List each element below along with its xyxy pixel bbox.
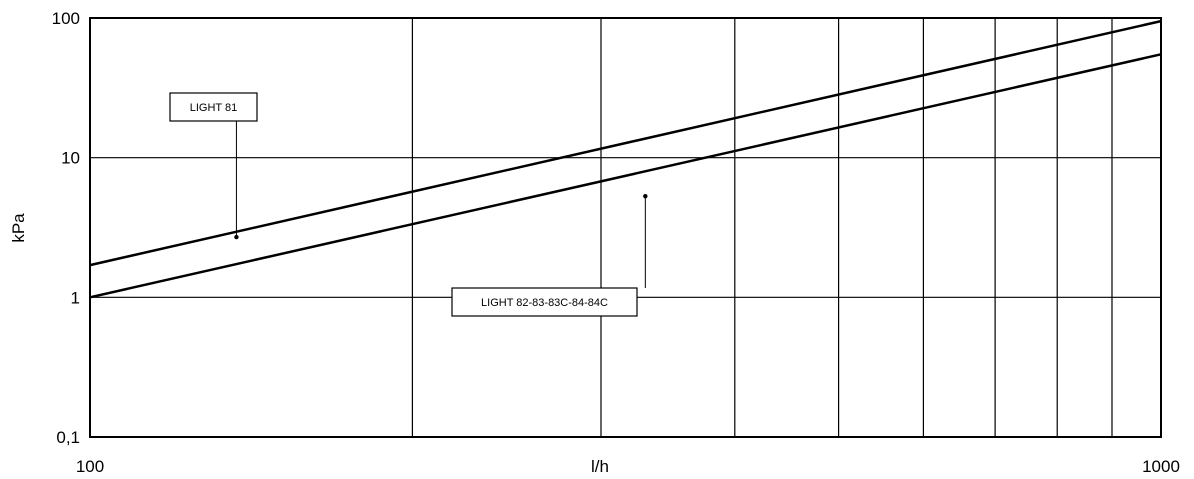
- x-axis-label: l/h: [591, 457, 609, 476]
- callout-box: [169, 92, 258, 122]
- callout-point: [234, 234, 239, 240]
- y-tick-label: 1: [71, 288, 80, 307]
- tick-labels: 0,1 1 10 100 100 1000: [52, 9, 1180, 476]
- series-line: [89, 53, 1162, 299]
- y-tick-label: 10: [61, 149, 80, 168]
- callout-point: [643, 193, 648, 199]
- y-axis-label: kPa: [9, 213, 28, 243]
- callout-box: [451, 287, 638, 317]
- series-label: LIGHT 81: [190, 102, 238, 114]
- x-tick-label: 1000: [1142, 457, 1180, 476]
- y-tick-label: 100: [52, 9, 80, 28]
- series-group: [89, 19, 1162, 299]
- y-tick-label: 0,1: [56, 428, 80, 447]
- x-tick-label: 100: [76, 457, 104, 476]
- callout-group: LIGHT 81 LIGHT 82-83-83C-84-84C: [169, 92, 648, 317]
- plot-frame: [89, 17, 1162, 438]
- series-label: LIGHT 82-83-83C-84-84C: [481, 297, 608, 309]
- series-line: [89, 19, 1162, 267]
